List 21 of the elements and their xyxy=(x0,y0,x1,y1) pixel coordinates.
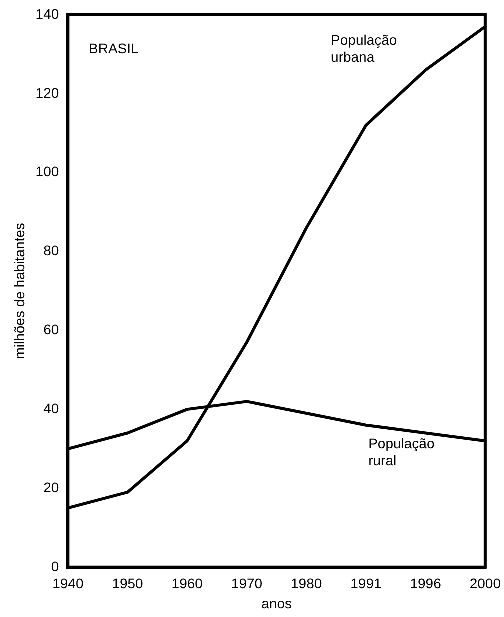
y-tick-label: 140 xyxy=(36,6,60,22)
y-tick-label: 60 xyxy=(44,322,60,338)
x-tick-label: 1970 xyxy=(231,576,263,592)
y-tick-label: 80 xyxy=(44,242,60,259)
y-tick-label: 40 xyxy=(44,400,60,416)
x-tick-label: 1960 xyxy=(172,576,204,592)
x-axis-title: anos xyxy=(262,595,292,612)
y-axis-title: milhões de habitantes xyxy=(11,223,28,360)
x-tick-label: 2000 xyxy=(470,576,502,592)
x-tick-label: 1950 xyxy=(112,576,144,592)
series-label: População rural xyxy=(368,435,435,468)
y-tick-label: 100 xyxy=(36,164,60,180)
y-tick-label: 20 xyxy=(44,479,60,496)
y-tick-label: 120 xyxy=(36,84,60,101)
annotation: BRASIL xyxy=(89,40,140,56)
y-tick-label: 0 xyxy=(51,558,60,574)
series-label: População urbana xyxy=(331,32,398,66)
x-tick-label: 1940 xyxy=(52,576,84,592)
x-tick-label: 1991 xyxy=(350,576,382,592)
x-tick-label: 1996 xyxy=(410,576,442,592)
x-tick-label: 1980 xyxy=(291,576,322,592)
